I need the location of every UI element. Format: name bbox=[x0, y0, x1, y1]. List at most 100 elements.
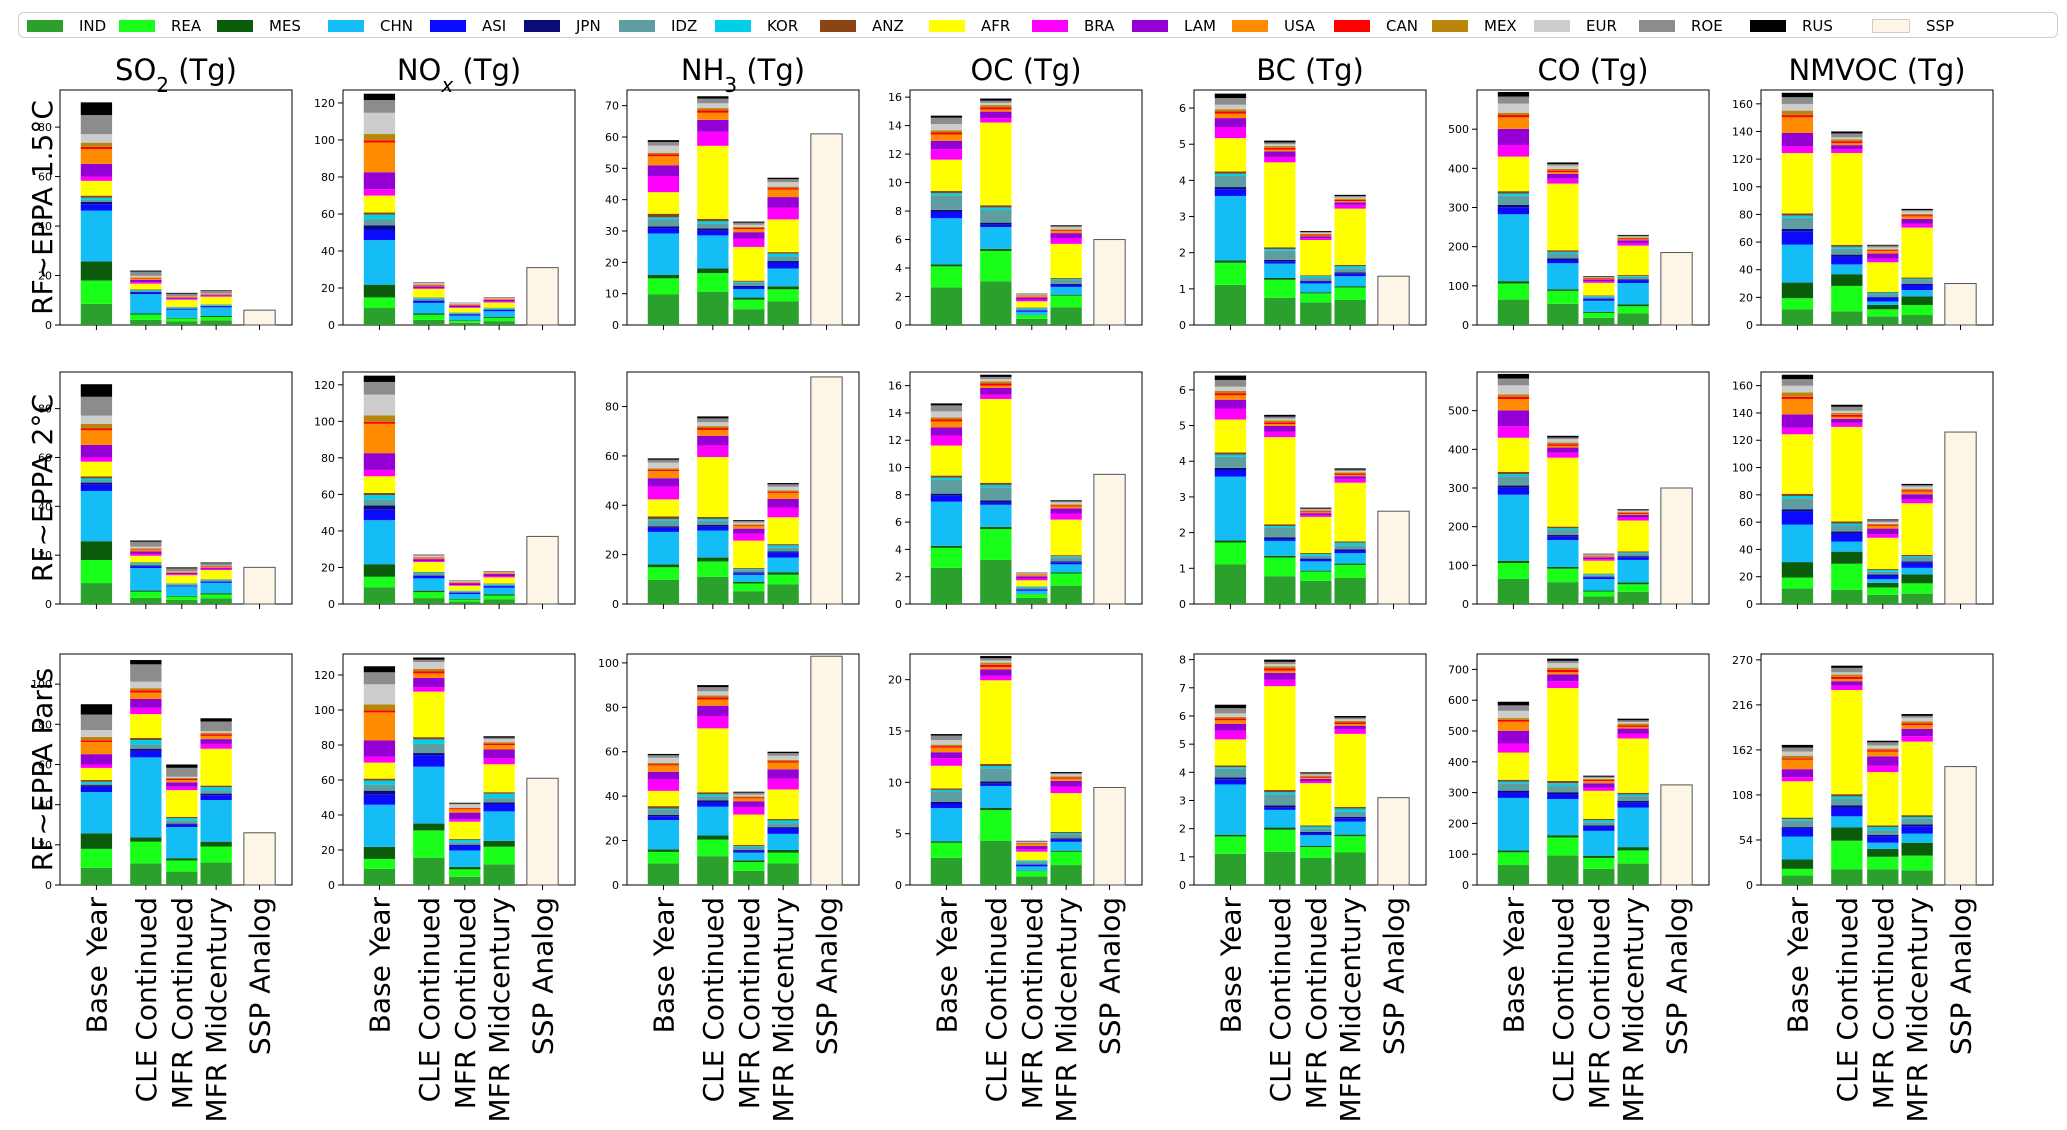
segment-usa bbox=[980, 667, 1012, 670]
segment-mes bbox=[697, 835, 729, 840]
segment-asi bbox=[80, 484, 113, 491]
segment-rea bbox=[647, 278, 680, 295]
segment-lam bbox=[200, 567, 232, 569]
segment-asi bbox=[1831, 807, 1863, 817]
segment-mex bbox=[733, 796, 765, 798]
legend-label: REA bbox=[171, 17, 202, 35]
segment-ind bbox=[413, 319, 445, 325]
segment-afr bbox=[449, 307, 481, 313]
segment-mes bbox=[363, 846, 396, 859]
segment-afr bbox=[200, 748, 232, 786]
segment-usa bbox=[80, 149, 113, 164]
segment-chn bbox=[200, 800, 232, 842]
y-tick-label: 60 bbox=[1739, 236, 1753, 249]
segment-anz bbox=[1050, 831, 1082, 833]
bar-base-year bbox=[1497, 701, 1530, 885]
y-tick-label: 6 bbox=[1179, 710, 1186, 723]
segment-lam bbox=[1497, 730, 1530, 744]
segment-usa bbox=[80, 430, 113, 445]
segment-bra bbox=[647, 486, 680, 500]
segment-asi bbox=[733, 850, 765, 853]
segment-ind bbox=[166, 321, 198, 325]
y-tick-label: 20 bbox=[605, 835, 619, 848]
segment-rus bbox=[130, 540, 162, 542]
segment-anz bbox=[980, 205, 1012, 208]
segment-jpn bbox=[733, 849, 765, 851]
segment-afr bbox=[733, 540, 765, 569]
x-tick-label-mfr-midcentury: MFR Midcentury bbox=[767, 897, 800, 1123]
y-tick-label: 300 bbox=[1448, 482, 1469, 495]
y-tick-label: 100 bbox=[598, 657, 619, 670]
segment-rus bbox=[1583, 775, 1615, 777]
segment-can bbox=[733, 227, 765, 229]
panel-title-nh3: NH3 (Tg) bbox=[681, 53, 805, 97]
segment-lam bbox=[363, 740, 396, 757]
segment-rea bbox=[1831, 840, 1863, 870]
segment-jpn bbox=[733, 572, 765, 574]
x-tick-label-ssp-analog: SSP Analog bbox=[1094, 897, 1127, 1055]
segment-can bbox=[1300, 234, 1332, 236]
segment-afr bbox=[1300, 516, 1332, 554]
segment-anz bbox=[1547, 780, 1579, 784]
segment-idz bbox=[1831, 798, 1863, 806]
segment-lam bbox=[80, 444, 113, 458]
segment-roe bbox=[1214, 98, 1247, 105]
segment-mes bbox=[1547, 289, 1579, 291]
legend-swatch bbox=[1334, 20, 1370, 32]
segment-jpn bbox=[1831, 531, 1863, 534]
segment-can bbox=[647, 469, 680, 472]
y-tick-label: 500 bbox=[1448, 405, 1469, 418]
segment-lam bbox=[413, 559, 445, 562]
segment-bra bbox=[1781, 146, 1814, 154]
segment-mex bbox=[1617, 512, 1649, 514]
segment-mex bbox=[130, 548, 162, 550]
bar-ssp-analog bbox=[810, 133, 843, 326]
segment-kor bbox=[647, 217, 680, 220]
legend-item-bra: BRA bbox=[1032, 17, 1114, 35]
segment-rea bbox=[449, 320, 481, 323]
segment-anz bbox=[1831, 244, 1863, 247]
segment-ind bbox=[449, 322, 481, 325]
segment-chn bbox=[767, 833, 799, 850]
segment-chn bbox=[1583, 830, 1615, 856]
bar-mfr-midcentury bbox=[483, 297, 515, 325]
segment-anz bbox=[363, 492, 396, 496]
bar-cle-continued bbox=[980, 98, 1012, 325]
segment-idz bbox=[200, 790, 232, 794]
segment-roe bbox=[1547, 437, 1579, 440]
segment-usa bbox=[1781, 398, 1814, 415]
segment-can bbox=[767, 761, 799, 763]
segment-chn bbox=[1214, 195, 1247, 261]
segment-idz bbox=[1497, 195, 1530, 206]
segment-mes bbox=[980, 526, 1012, 530]
segment-chn bbox=[1781, 836, 1814, 860]
y-tick-label: 14 bbox=[888, 120, 902, 133]
segment-lam bbox=[1214, 399, 1247, 409]
segment-mes bbox=[1781, 562, 1814, 578]
segment-rus bbox=[1617, 509, 1649, 511]
y-tick-label: 80 bbox=[1739, 208, 1753, 221]
segment-rea bbox=[200, 594, 232, 599]
segment-lam bbox=[200, 739, 232, 744]
segment-chn bbox=[1831, 816, 1863, 828]
bar-mfr-midcentury bbox=[1617, 234, 1649, 325]
segment-rus bbox=[130, 660, 162, 665]
segment-rea bbox=[1214, 836, 1247, 854]
y-tick-label: 2 bbox=[895, 291, 902, 304]
segment-idz bbox=[413, 743, 445, 754]
segment-kor bbox=[1831, 246, 1863, 249]
segment-mes bbox=[1583, 855, 1615, 858]
segment-mes bbox=[166, 858, 198, 861]
segment-roe bbox=[647, 459, 680, 463]
segment-kor bbox=[980, 207, 1012, 210]
segment-anz bbox=[80, 779, 113, 782]
segment-can bbox=[363, 140, 396, 143]
segment-roe bbox=[1901, 715, 1933, 718]
x-tick-label-mfr-continued: MFR Continued bbox=[166, 897, 199, 1109]
y-tick-label: 400 bbox=[1448, 756, 1469, 769]
legend-swatch bbox=[1032, 20, 1068, 32]
segment-kor bbox=[1781, 818, 1814, 821]
